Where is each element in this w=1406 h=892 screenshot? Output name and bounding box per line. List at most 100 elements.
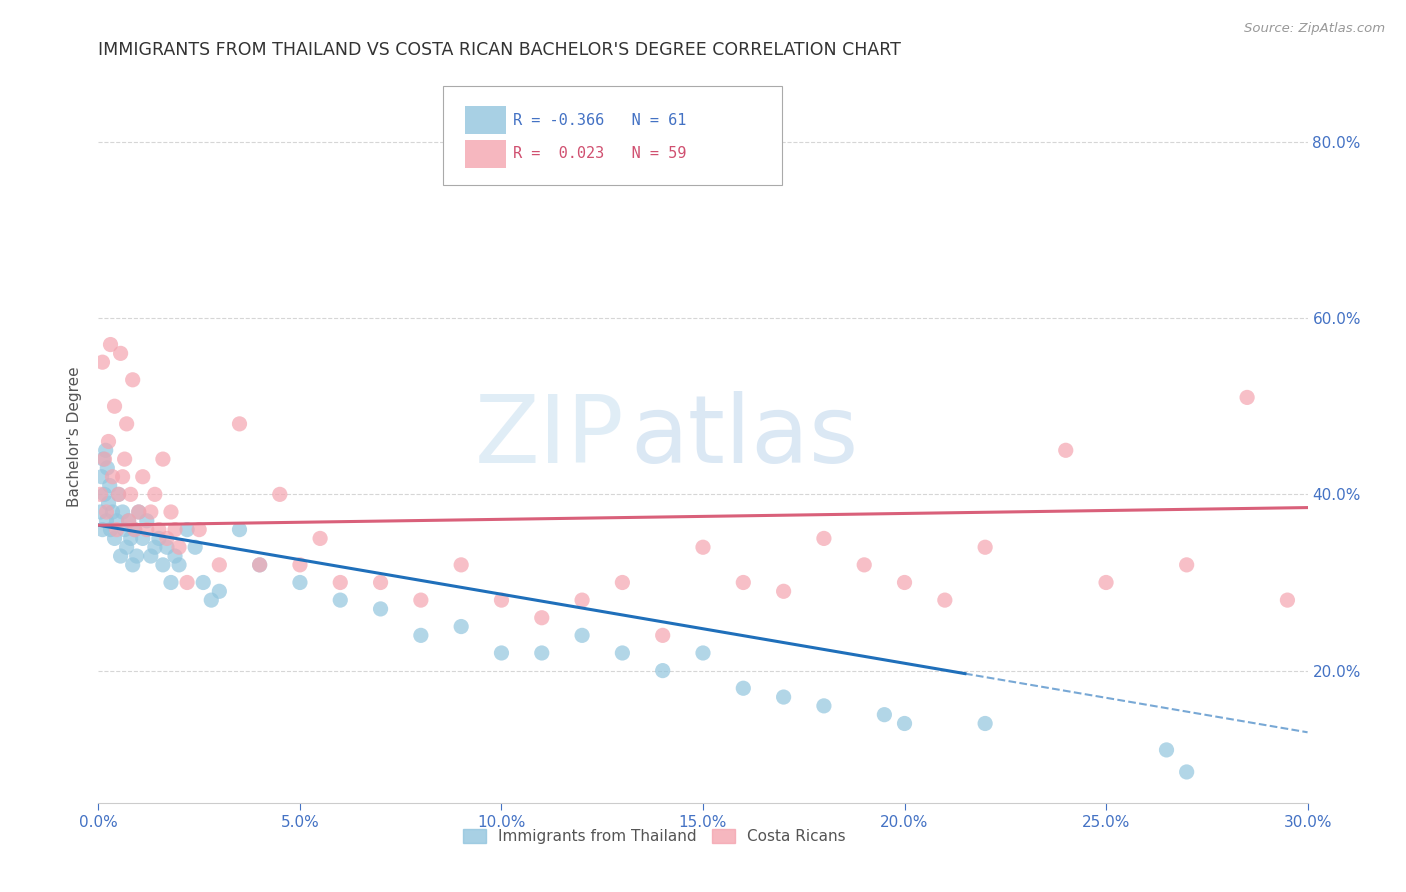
Point	[163, 549, 186, 563]
Point	[97, 434, 120, 449]
Point	[249, 558, 271, 572]
Point	[93, 452, 115, 467]
Point	[148, 532, 170, 546]
Point	[370, 602, 392, 616]
Point	[176, 523, 198, 537]
Point	[91, 523, 114, 537]
Point	[208, 558, 231, 572]
Point	[491, 593, 513, 607]
Point	[370, 575, 392, 590]
Point	[813, 698, 835, 713]
Point	[692, 646, 714, 660]
Point	[110, 346, 132, 360]
Point	[96, 461, 118, 475]
Point	[120, 487, 142, 501]
Point	[120, 532, 142, 546]
Point	[94, 443, 117, 458]
FancyBboxPatch shape	[443, 86, 782, 185]
Point	[228, 417, 250, 431]
Point	[121, 373, 143, 387]
Point	[571, 628, 593, 642]
Point	[491, 646, 513, 660]
Point	[156, 532, 179, 546]
Text: R =  0.023   N = 59: R = 0.023 N = 59	[513, 146, 686, 161]
Point	[114, 523, 136, 537]
Point	[132, 469, 155, 483]
Point	[1175, 558, 1198, 572]
Point	[409, 593, 432, 607]
Point	[100, 337, 122, 351]
Point	[139, 549, 162, 563]
Point	[167, 558, 190, 572]
Point	[98, 478, 121, 492]
Point	[612, 646, 634, 660]
Point	[269, 487, 291, 501]
Point	[143, 487, 166, 501]
Point	[974, 540, 997, 554]
Text: R = -0.366   N = 61: R = -0.366 N = 61	[513, 112, 686, 128]
Point	[853, 558, 876, 572]
Point	[249, 558, 271, 572]
Legend: Immigrants from Thailand, Costa Ricans: Immigrants from Thailand, Costa Ricans	[457, 822, 852, 850]
Point	[97, 496, 120, 510]
Point	[893, 716, 915, 731]
Text: Source: ZipAtlas.com: Source: ZipAtlas.com	[1244, 22, 1385, 36]
Point	[692, 540, 714, 554]
Point	[128, 505, 150, 519]
Point	[132, 532, 155, 546]
Point	[1236, 391, 1258, 405]
Point	[114, 452, 136, 467]
Point	[530, 611, 553, 625]
Text: IMMIGRANTS FROM THAILAND VS COSTA RICAN BACHELOR'S DEGREE CORRELATION CHART: IMMIGRANTS FROM THAILAND VS COSTA RICAN …	[98, 41, 901, 59]
Point	[105, 523, 128, 537]
Point	[135, 514, 157, 528]
Point	[813, 532, 835, 546]
Point	[974, 716, 997, 731]
Point	[163, 523, 186, 537]
Point	[156, 540, 179, 554]
Point	[101, 505, 124, 519]
Point	[90, 469, 112, 483]
Point	[651, 664, 673, 678]
Point	[450, 558, 472, 572]
Point	[96, 505, 118, 519]
Point	[124, 523, 146, 537]
Point	[105, 514, 128, 528]
Point	[651, 628, 673, 642]
Point	[530, 646, 553, 660]
Point	[873, 707, 896, 722]
Point	[893, 575, 915, 590]
Point	[148, 523, 170, 537]
Point	[934, 593, 956, 607]
Point	[89, 505, 111, 519]
Point	[115, 417, 138, 431]
Point	[309, 532, 332, 546]
Point	[121, 558, 143, 572]
Point	[96, 514, 118, 528]
Point	[288, 558, 311, 572]
Point	[193, 575, 215, 590]
Point	[188, 523, 211, 537]
Point	[91, 452, 114, 467]
Point	[208, 584, 231, 599]
Point	[612, 575, 634, 590]
Text: ZIP: ZIP	[475, 391, 624, 483]
Point	[184, 540, 207, 554]
Point	[139, 505, 162, 519]
Point	[128, 505, 150, 519]
Point	[93, 487, 115, 501]
Point	[160, 575, 183, 590]
Point	[772, 690, 794, 704]
Point	[107, 487, 129, 501]
Point	[152, 558, 174, 572]
FancyBboxPatch shape	[465, 140, 506, 168]
Point	[143, 540, 166, 554]
Point	[571, 593, 593, 607]
Text: atlas: atlas	[630, 391, 859, 483]
Point	[329, 593, 352, 607]
Point	[100, 523, 122, 537]
Point	[228, 523, 250, 537]
Point	[115, 540, 138, 554]
Point	[1095, 575, 1118, 590]
Point	[772, 584, 794, 599]
